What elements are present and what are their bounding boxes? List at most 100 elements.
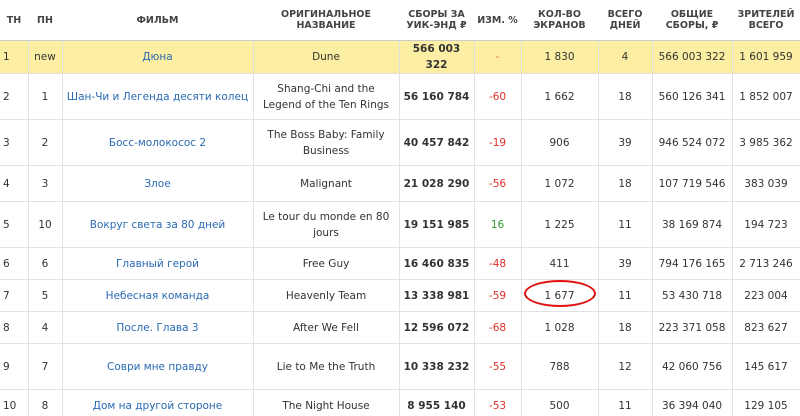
table-cell: 3	[0, 119, 29, 166]
table-cell: 11	[597, 389, 653, 416]
table-cell: 21 028 290	[398, 165, 475, 202]
table-cell: -48	[473, 247, 522, 280]
table-cell: 411	[520, 247, 599, 280]
table-cell: Le tour du monde en 80 jours	[252, 201, 400, 248]
table-cell: 10	[27, 201, 63, 248]
table-cell: 4	[597, 40, 653, 74]
table-cell: 9	[0, 343, 29, 390]
table-cell: Главный герой	[61, 247, 254, 280]
table-row: 3 2 Босс-молокосос 2 The Boss Baby: Family …	[0, 119, 800, 166]
table-cell: 8 955 140	[398, 389, 475, 416]
table-cell: Дюна	[61, 40, 254, 74]
table-cell: 10	[0, 389, 29, 416]
table-cell: 18	[597, 73, 653, 120]
table-cell: 56 160 784	[398, 73, 475, 120]
table-cell: 12	[597, 343, 653, 390]
table-cell: 8	[27, 389, 63, 416]
table-cell: 6	[0, 247, 29, 280]
table-cell: 1 662	[520, 73, 599, 120]
table-cell: 11	[597, 279, 653, 312]
table-cell: Дом на другой стороне	[61, 389, 254, 416]
table-row: 6 6 Главный герой Free Guy 16 460 835 -48 411 3…	[0, 247, 800, 280]
highlight-circle	[524, 280, 596, 307]
table-cell: After We Fell	[252, 311, 400, 344]
table-body: 1 new Дюна Dune 566 003 322-1 830 4 566 003 32…	[0, 40, 800, 416]
table-cell: Shang-Chi and the Legend of the Ten Ring…	[252, 73, 400, 120]
table-cell: 13 338 981	[398, 279, 475, 312]
table-row: 2 1 Шан-Чи и Легенда десяти колец Shang-Chi…	[0, 73, 800, 120]
table-cell: Злое	[61, 165, 254, 202]
table-cell: 16	[473, 201, 522, 248]
table-cell: Dune	[252, 40, 400, 74]
table-cell: -59	[473, 279, 522, 312]
table-cell: 1 852 007	[731, 73, 800, 120]
table-cell: 1 028	[520, 311, 599, 344]
table-row: 5 10 Вокруг света за 80 дней Le tour du mon…	[0, 201, 800, 248]
table-cell: 3	[27, 165, 63, 202]
table-cell: 7	[0, 279, 29, 312]
column-header: ЗРИТЕЛЕЙ ВСЕГО	[732, 0, 800, 41]
table-cell: 383 039	[731, 165, 800, 202]
table-cell: 8	[0, 311, 29, 344]
column-header: ПН	[28, 0, 62, 41]
table-cell: Шан-Чи и Легенда десяти колец	[61, 73, 254, 120]
table-cell: The Boss Baby: Family Business	[252, 119, 400, 166]
table-row: 10 8 Дом на другой стороне The Night House 8…	[0, 389, 800, 416]
table-cell: 38 169 874	[651, 201, 733, 248]
table-cell: 16 460 835	[398, 247, 475, 280]
column-header: КОЛ-ВО ЭКРАНОВ	[521, 0, 598, 41]
table-row: 1 new Дюна Dune 566 003 322-1 830 4 566 003 32…	[0, 40, 800, 74]
table-row: 8 4 После. Глава 3 After We Fell 12 596 072-…	[0, 311, 800, 344]
table-cell: 1 601 959	[731, 40, 800, 74]
table-cell: 5	[0, 201, 29, 248]
table-cell: 11	[597, 201, 653, 248]
table-cell: Free Guy	[252, 247, 400, 280]
table-cell: -	[473, 40, 522, 74]
table-cell: 18	[597, 311, 653, 344]
table-cell: 823 627	[731, 311, 800, 344]
table-cell: 39	[597, 119, 653, 166]
table-cell: 194 723	[731, 201, 800, 248]
table-cell: The Night House	[252, 389, 400, 416]
table-cell: 4	[27, 311, 63, 344]
table-cell: -53	[473, 389, 522, 416]
column-header: ТН	[0, 0, 28, 41]
table-cell: -60	[473, 73, 522, 120]
table-cell: 2 713 246	[731, 247, 800, 280]
table-cell: 6	[27, 247, 63, 280]
table-cell: 794 176 165	[651, 247, 733, 280]
table-cell: 500	[520, 389, 599, 416]
header-row: ТН ПН ФИЛЬМ ОРИГИНАЛЬНОЕ НАЗВАНИЕ СБОРЫ ЗА У…	[0, 0, 800, 41]
table-cell: 1	[27, 73, 63, 120]
table-cell: 10 338 232	[398, 343, 475, 390]
table-cell: Lie to Me the Truth	[252, 343, 400, 390]
table-cell: 1 830	[520, 40, 599, 74]
table-row: 9 7 Соври мне правду Lie to Me the Truth 10 …	[0, 343, 800, 390]
table-cell: 946 524 072	[651, 119, 733, 166]
table-cell: Небесная команда	[61, 279, 254, 312]
table-row: 4 3 Злое Malignant 21 028 290 -56 1 072 18 107 7…	[0, 165, 800, 202]
table-cell: Heavenly Team	[252, 279, 400, 312]
table-cell: 12 596 072	[398, 311, 475, 344]
table-cell: 19 151 985	[398, 201, 475, 248]
table-cell: 53 430 718	[651, 279, 733, 312]
column-header: ФИЛЬМ	[62, 0, 253, 41]
table-row: 7 5 Небесная команда Heavenly Team 13 338 98…	[0, 279, 800, 312]
table-cell: 566 003 322	[651, 40, 733, 74]
table-cell: 1 072	[520, 165, 599, 202]
table-cell: 223 004	[731, 279, 800, 312]
table-cell: 788	[520, 343, 599, 390]
table-cell: 129 105	[731, 389, 800, 416]
table-cell: 42 060 756	[651, 343, 733, 390]
table-cell: 566 003 322	[398, 40, 475, 74]
table-cell: 40 457 842	[398, 119, 475, 166]
table-cell: 39	[597, 247, 653, 280]
table-cell: 560 126 341	[651, 73, 733, 120]
table-cell: -55	[473, 343, 522, 390]
table-cell: 1	[0, 40, 29, 74]
table-cell: Malignant	[252, 165, 400, 202]
column-header: ВСЕГО ДНЕЙ	[598, 0, 652, 41]
table-cell: 7	[27, 343, 63, 390]
